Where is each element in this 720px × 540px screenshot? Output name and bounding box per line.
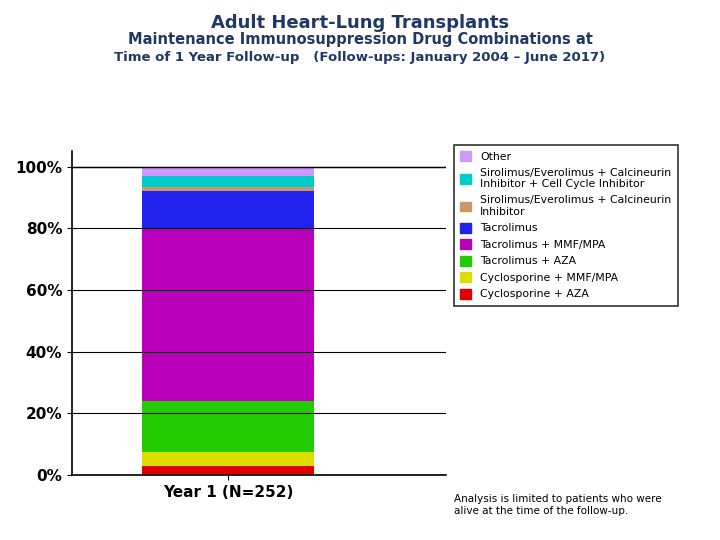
Text: Time of 1 Year Follow-up   (Follow-ups: January 2004 – June 2017): Time of 1 Year Follow-up (Follow-ups: Ja… <box>114 51 606 64</box>
Bar <box>142 401 314 452</box>
Bar <box>142 466 314 475</box>
Bar <box>142 176 314 187</box>
Bar <box>142 228 314 401</box>
Text: Adult Heart-Lung Transplants: Adult Heart-Lung Transplants <box>211 14 509 31</box>
Bar <box>142 167 314 176</box>
Bar <box>142 452 314 466</box>
Text: Analysis is limited to patients who were
alive at the time of the follow-up.: Analysis is limited to patients who were… <box>454 494 661 516</box>
Legend: Other, Sirolimus/Everolimus + Calcineurin
Inhibitor + Cell Cycle Inhibitor, Siro: Other, Sirolimus/Everolimus + Calcineuri… <box>454 145 678 306</box>
Bar <box>142 191 314 228</box>
Text: Maintenance Immunosuppression Drug Combinations at: Maintenance Immunosuppression Drug Combi… <box>127 32 593 48</box>
Bar <box>142 187 314 191</box>
